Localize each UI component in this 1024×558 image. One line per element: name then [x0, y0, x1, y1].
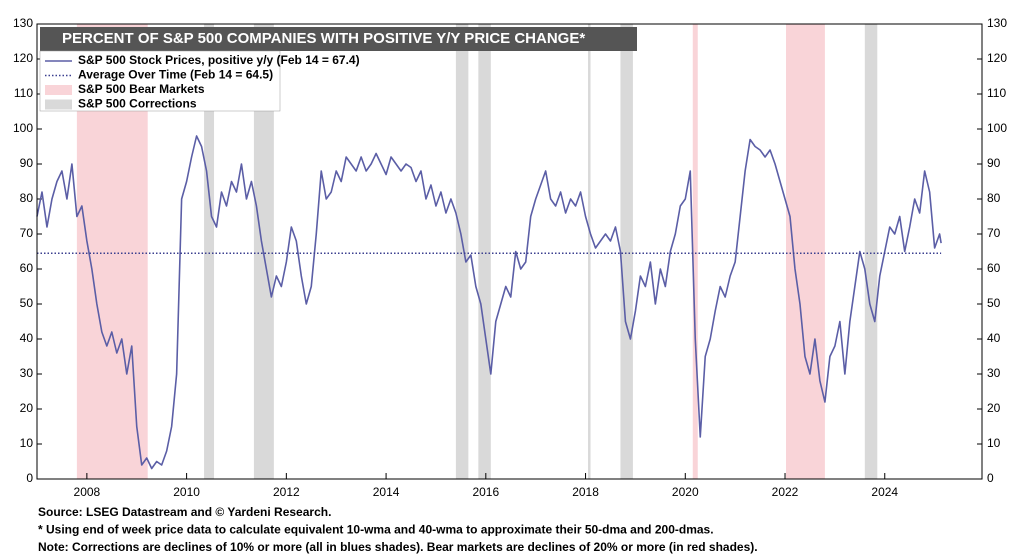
x-tick-label: 2010 [173, 485, 200, 499]
band [455, 24, 469, 479]
y2-tick-label: 100 [987, 121, 1007, 135]
legend-label: S&P 500 Bear Markets [78, 82, 205, 96]
y2-tick-label: 90 [987, 156, 1001, 170]
y2-tick-label: 30 [987, 366, 1001, 380]
band [204, 24, 215, 479]
y-tick-label: 130 [13, 16, 33, 30]
y-tick-label: 90 [20, 156, 34, 170]
y-tick-label: 20 [20, 401, 34, 415]
band [478, 24, 491, 479]
legend: S&P 500 Stock Prices, positive y/y (Feb … [45, 53, 360, 111]
legend-swatch [45, 85, 72, 95]
y-tick-label: 30 [20, 366, 34, 380]
plot-frame [36, 23, 983, 480]
y2-tick-label: 110 [987, 86, 1006, 100]
y-tick-label: 40 [20, 331, 34, 345]
y-tick-label: 60 [20, 261, 34, 275]
legend-label: S&P 500 Stock Prices, positive y/y (Feb … [78, 53, 360, 67]
y2-tick-label: 20 [987, 401, 1001, 415]
footnote: Source: LSEG Datastream and © Yardeni Re… [38, 505, 331, 519]
x-tick-label: 2018 [572, 485, 599, 499]
axes: 0 10 20 30 40 50 60 70 80 90 100 110 120 130 0 10 20 30 40… [13, 16, 1007, 499]
y2-tick-label: 10 [987, 436, 1001, 450]
band [864, 24, 878, 479]
x-tick-label: 2016 [472, 485, 499, 499]
footnote: * Using end of week price data to calcul… [38, 523, 714, 537]
lines [36, 135, 942, 470]
legend-label: Average Over Time (Feb 14 = 64.5) [78, 68, 273, 82]
y-tick-label: 80 [20, 191, 34, 205]
y-tick-label: 0 [26, 471, 33, 485]
x-tick-label: 2022 [772, 485, 799, 499]
x-tick-label: 2020 [672, 485, 699, 499]
y2-tick-label: 0 [987, 471, 994, 485]
y-tick-label: 70 [20, 226, 34, 240]
y2-tick-label: 130 [987, 16, 1007, 30]
x-tick-label: 2008 [74, 485, 101, 499]
band [588, 24, 591, 479]
y2-tick-label: 60 [987, 261, 1001, 275]
title-box [40, 27, 637, 51]
series-line [36, 135, 942, 470]
y2-tick-label: 70 [987, 226, 1001, 240]
x-tick-label: 2024 [871, 485, 898, 499]
notes: Source: LSEG Datastream and © Yardeni Re… [38, 505, 758, 554]
legend-box [39, 50, 281, 112]
y-tick-label: 10 [20, 436, 34, 450]
y-tick-label: 110 [14, 86, 33, 100]
y2-tick-label: 40 [987, 331, 1001, 345]
footnote: Note: Corrections are declines of 10% or… [38, 540, 758, 554]
y2-tick-label: 120 [987, 51, 1007, 65]
y-tick-label: 50 [20, 296, 34, 310]
band [620, 24, 633, 479]
x-tick-label: 2012 [273, 485, 300, 499]
x-tick-label: 2014 [373, 485, 400, 499]
y-tick-label: 100 [13, 121, 33, 135]
band [692, 24, 698, 479]
band [786, 24, 825, 479]
y2-tick-label: 80 [987, 191, 1001, 205]
y-tick-label: 120 [13, 51, 33, 65]
legend-swatch [45, 99, 72, 110]
y2-tick-label: 50 [987, 296, 1001, 310]
legend-label: S&P 500 Corrections [78, 97, 197, 111]
chart-title: PERCENT OF S&P 500 COMPANIES WITH POSITI… [62, 30, 585, 47]
